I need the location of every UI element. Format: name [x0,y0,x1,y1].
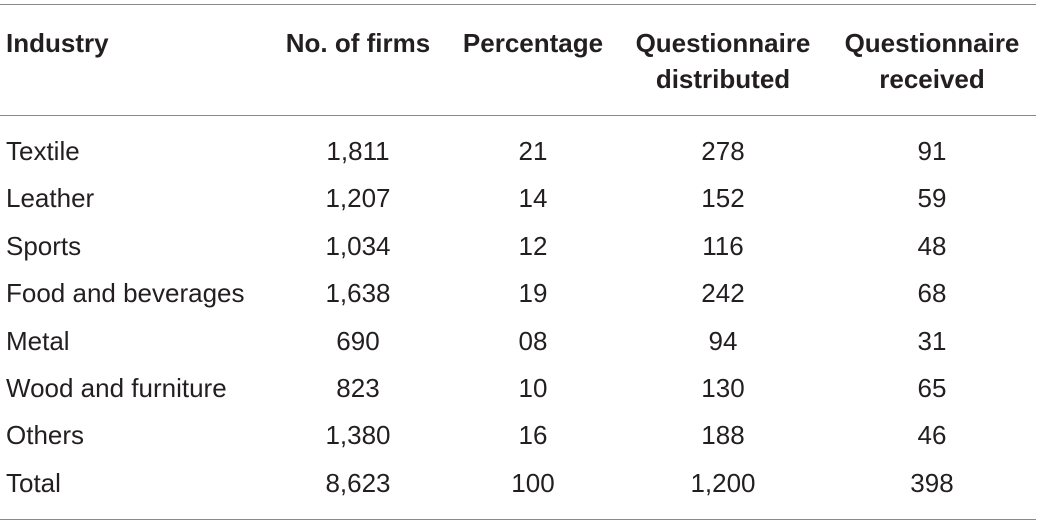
cell-percentage: 14 [518,183,548,214]
cell-questionnaire-received: 46 [917,420,947,451]
industry-table: Industry No. of firms Percentage Questio… [0,4,1036,520]
header-questionnaire-distributed: Questionnaire distributed [618,5,828,116]
table-row-sports: Sports 1,034 12 116 48 [0,223,1036,270]
table-row-food-and-beverages: Food and beverages 1,638 19 242 68 [0,270,1036,317]
cell-questionnaire-distributed: 1,200 [690,467,756,498]
header-questionnaire-received-line-2: received [879,64,985,94]
header-questionnaire-received: Questionnaire received [828,5,1036,116]
header-percentage-line-1: Percentage [462,28,604,58]
cell-industry: Sports [6,230,82,261]
cell-questionnaire-distributed: 278 [701,136,745,166]
cell-no-of-firms: 8,623 [325,467,391,498]
cell-industry: Wood and furniture [6,373,227,404]
cell-questionnaire-received: 68 [917,278,947,309]
header-questionnaire-distributed-line-2: distributed [655,64,791,94]
cell-no-of-firms: 1,380 [325,420,391,451]
table-row-wood-and-furniture: Wood and furniture 823 10 130 65 [0,365,1036,412]
cell-questionnaire-received: 91 [917,136,947,166]
cell-percentage: 12 [518,230,548,261]
cell-percentage: 19 [518,278,548,309]
cell-questionnaire-distributed: 116 [702,230,744,261]
cell-questionnaire-distributed: 130 [701,373,745,404]
cell-percentage: 08 [518,325,548,356]
cell-questionnaire-received: 31 [917,325,947,356]
cell-industry: Total [6,467,61,498]
cell-questionnaire-received: 65 [917,373,947,404]
table-row-others: Others 1,380 16 188 46 [0,412,1036,459]
table-row-leather: Leather 1,207 14 152 59 [0,175,1036,222]
header-no-of-firms: No. of firms [268,5,448,116]
cell-percentage: 10 [518,373,548,404]
cell-questionnaire-received: 398 [910,467,954,498]
cell-no-of-firms: 1,811 [326,136,390,166]
cell-questionnaire-received: 48 [917,230,947,261]
cell-industry: Metal [6,325,70,356]
cell-industry: Food and beverages [6,278,245,309]
cell-questionnaire-distributed: 242 [701,278,745,309]
cell-industry: Leather [6,183,95,214]
cell-no-of-firms: 823 [336,373,380,404]
cell-no-of-firms: 690 [336,325,380,356]
cell-questionnaire-distributed: 188 [701,420,745,451]
cell-percentage: 16 [518,420,548,451]
table-row-metal: Metal 690 08 94 31 [0,318,1036,365]
header-questionnaire-distributed-line-1: Questionnaire [635,28,811,58]
header-percentage: Percentage [448,5,618,116]
cell-questionnaire-received: 59 [917,183,947,214]
cell-no-of-firms: 1,638 [325,278,391,309]
cell-percentage: 21 [518,136,548,166]
cell-no-of-firms: 1,207 [325,183,391,214]
table-row-total: Total 8,623 100 1,200 398 [0,460,1036,520]
header-questionnaire-received-line-1: Questionnaire [844,28,1020,58]
cell-questionnaire-distributed: 152 [701,183,745,214]
header-row: Industry No. of firms Percentage Questio… [0,4,1036,116]
cell-industry: Others [6,420,85,451]
table-row-textile: Textile 1,811 21 278 91 [0,116,1036,176]
cell-percentage: 100 [511,467,555,498]
cell-no-of-firms: 1,034 [325,230,391,261]
header-no-of-firms-line-1: No. of firms [285,28,431,58]
header-industry: Industry [0,5,268,116]
header-industry-line-1: Industry [6,28,109,58]
cell-questionnaire-distributed: 94 [708,325,738,356]
cell-industry: Textile [6,136,80,166]
